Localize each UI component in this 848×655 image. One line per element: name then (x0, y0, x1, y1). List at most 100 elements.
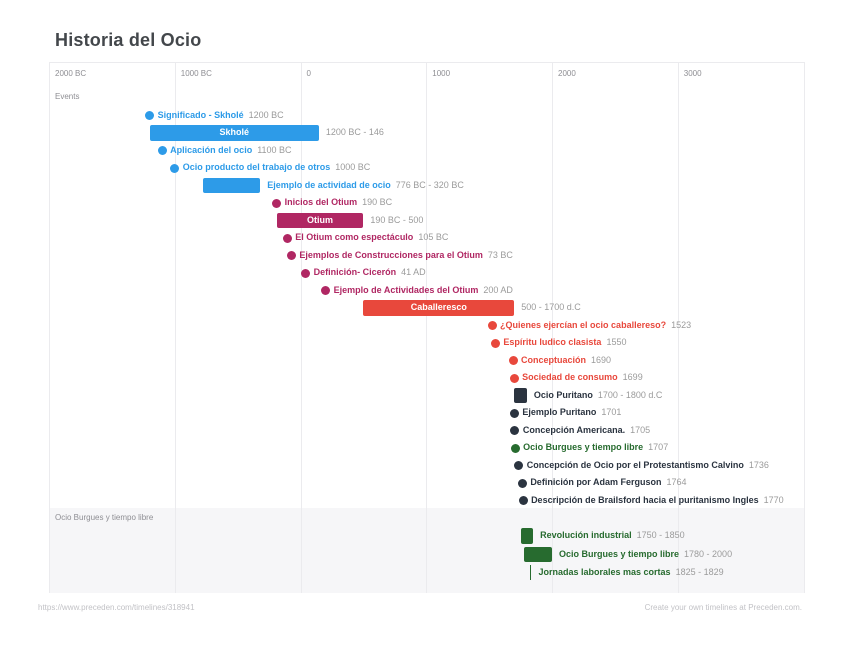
event-row[interactable]: Ejemplo Puritano 1701 (0, 404, 848, 422)
axis-gridline (49, 62, 50, 593)
event-text: Ocio producto del trabajo de otros 1000 B… (183, 159, 371, 177)
axis-tick-label: 0 (306, 69, 311, 78)
event-row[interactable]: Concepción Americana. 1705 (0, 422, 848, 440)
axis-tick-label: 3000 (683, 69, 702, 78)
event-dot-marker (487, 321, 497, 330)
event-date: 190 BC - 500 (370, 214, 424, 225)
event-date: 1750 - 1850 (636, 530, 685, 541)
event-dot-marker (490, 338, 500, 348)
event-label: Aplicación del ocio (170, 144, 253, 155)
event-label: Jornadas laborales mas cortas (538, 566, 671, 577)
event-date: 1701 (601, 407, 622, 418)
event-dot-marker (509, 373, 519, 383)
event-bar-marker (202, 177, 261, 194)
axis-tick-label: 1000 (432, 69, 451, 78)
event-dot-marker (282, 233, 292, 243)
timeline-url-link[interactable]: https://www.preceden.com/timelines/31894… (38, 603, 195, 612)
event-row[interactable]: Ejemplo de actividad de ocio 776 BC - 320… (0, 177, 848, 195)
preceden-promo-link[interactable]: Create your own timelines at Preceden.co… (644, 603, 802, 612)
event-row[interactable]: Descripción de Brailsford hacia el purit… (0, 492, 848, 510)
event-bar-marker (524, 546, 552, 562)
event-dot-marker (510, 443, 520, 453)
event-text: Conceptuación 1690 (521, 352, 611, 370)
event-bar-marker: Otium (276, 212, 364, 229)
axis-gridline (300, 62, 302, 593)
event-label: Ejemplo Puritano (522, 407, 597, 418)
event-text: Espíritu ludico clasista 1550 (503, 334, 626, 352)
event-date: 1200 BC (248, 109, 284, 120)
event-text: Definición por Adam Ferguson 1764 (530, 474, 686, 492)
event-row[interactable]: Jornadas laborales mas cortas 1825 - 1829 (0, 564, 848, 582)
event-date: 1825 - 1829 (675, 566, 724, 577)
event-row[interactable]: Revolución industrial 1750 - 1850 (0, 527, 848, 545)
event-text: Inicios del Otium 190 BC (285, 194, 393, 212)
event-row[interactable]: Significado - Skholé 1200 BC (0, 107, 848, 125)
event-row[interactable]: Ejemplo de Actividades del Otium 200 AD (0, 282, 848, 300)
event-label: Concepción de Ocio por el Protestantismo… (526, 459, 744, 470)
event-label: Ocio producto del trabajo de otros (182, 162, 331, 173)
event-text: Aplicación del ocio 1100 BC (170, 142, 291, 160)
event-date: 1770 (763, 494, 784, 505)
event-row[interactable]: Definición- Cicerón 41 AD (0, 264, 848, 282)
event-date: 1699 (622, 372, 643, 383)
axis-gridline (174, 62, 176, 593)
event-date: 1000 BC (335, 162, 371, 173)
event-row[interactable]: Sociedad de consumo 1699 (0, 369, 848, 387)
event-label: El Otium como espectáculo (295, 232, 414, 243)
event-date: 500 - 1700 d.C (521, 302, 581, 313)
event-bar-marker: Caballeresco (363, 300, 515, 316)
event-row[interactable]: El Otium como espectáculo 105 BC (0, 229, 848, 247)
event-dot-marker (321, 286, 331, 295)
event-bar-marker (520, 528, 534, 544)
event-row[interactable]: Ocio Burgues y tiempo libre 1707 (0, 439, 848, 457)
event-text: Sociedad de consumo 1699 (522, 369, 643, 387)
event-date: 1100 BC (257, 144, 292, 155)
event-date: 1707 (648, 442, 669, 453)
event-dot-marker (170, 163, 180, 173)
event-dot-marker (157, 146, 167, 155)
event-text: Ocio Puritano 1700 - 1800 d.C (534, 387, 663, 405)
event-row[interactable]: Skholé 1200 BC - 146 (0, 124, 848, 142)
event-text: Revolución industrial 1750 - 1850 (540, 527, 685, 545)
event-row[interactable]: Espíritu ludico clasista 1550 (0, 334, 848, 352)
event-bar-marker: Skholé (149, 125, 319, 141)
event-label: Concepción Americana. (522, 424, 626, 435)
event-row[interactable]: Ocio producto del trabajo de otros 1000 B… (0, 159, 848, 177)
event-text: Ejemplos de Construcciones para el Otium… (299, 247, 513, 265)
event-dot-marker (514, 461, 524, 470)
event-dot-marker (508, 356, 518, 365)
event-date: 190 BC (362, 197, 393, 208)
event-text: ¿Quienes ejercían el ocio caballereso? 15… (500, 317, 691, 335)
event-label: Ocio Burgues y tiempo libre (559, 548, 680, 559)
event-label: Ocio Puritano (533, 389, 593, 400)
event-label: Ejemplo de Actividades del Otium (333, 284, 479, 295)
event-dot-marker (286, 251, 296, 260)
event-dot-marker (272, 198, 282, 208)
event-row[interactable]: Inicios del Otium 190 BC (0, 194, 848, 212)
event-date: 105 BC (418, 232, 449, 243)
event-text: Ejemplo Puritano 1701 (522, 404, 621, 422)
event-row[interactable]: Ocio Puritano 1700 - 1800 d.C (0, 387, 848, 405)
event-row[interactable]: Definición por Adam Ferguson 1764 (0, 474, 848, 492)
event-row[interactable]: Aplicación del ocio 1100 BC (0, 142, 848, 160)
event-text: Definición- Cicerón 41 AD (314, 264, 426, 282)
event-row[interactable]: ¿Quienes ejercían el ocio caballereso? 15… (0, 317, 848, 335)
event-dot-marker (145, 111, 155, 120)
event-date: 1764 (666, 477, 687, 488)
event-dot-marker (517, 478, 527, 488)
event-label: Conceptuación (521, 354, 587, 365)
event-row[interactable]: Conceptuación 1690 (0, 352, 848, 370)
event-row[interactable]: Concepción de Ocio por el Protestantismo… (0, 457, 848, 475)
event-row[interactable]: Caballeresco 500 - 1700 d.C (0, 299, 848, 317)
event-label: Definición- Cicerón (313, 267, 397, 278)
event-row[interactable]: Ocio Burgues y tiempo libre 1780 - 2000 (0, 546, 848, 564)
axis-tick-label: 2000 (558, 69, 576, 78)
event-text: 1200 BC - 146 (326, 124, 384, 142)
event-dot-marker (301, 268, 311, 278)
event-text: Ocio Burgues y tiempo libre 1707 (523, 439, 668, 457)
event-text: Concepción de Ocio por el Protestantismo… (527, 457, 769, 475)
event-row[interactable]: Ejemplos de Construcciones para el Otium… (0, 247, 848, 265)
event-row[interactable]: Otium 190 BC - 500 (0, 212, 848, 230)
